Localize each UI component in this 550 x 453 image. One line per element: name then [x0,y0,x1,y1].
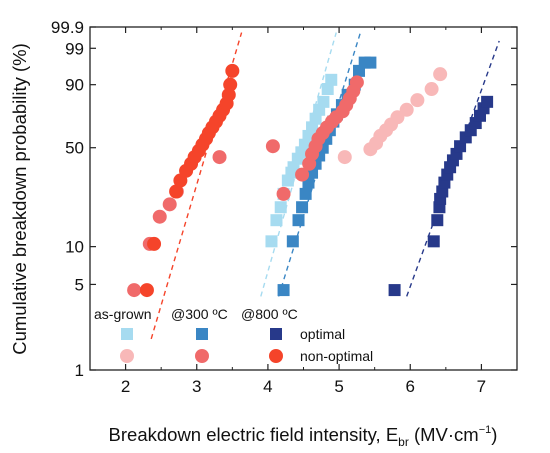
x-tick-label: 7 [477,377,486,396]
legend-marker-non-optimal-800 [269,349,283,363]
y-tick-label: 10 [65,238,84,257]
optimal-as-grown-point [321,83,334,96]
x-tick-label: 6 [406,377,415,396]
non-optimal-as-grown-point [424,82,439,97]
non-optimal-as-grown-point [337,150,352,165]
optimal-as-grown-point [265,235,278,248]
legend-label-non-optimal: non-optimal [300,348,373,364]
non-optimal-800-c-point [139,283,154,298]
legend-marker-non-optimal-300 [195,349,209,363]
non-optimal-800-c-point [169,184,184,199]
optimal-300-c-point [296,201,309,214]
non-optimal-as-grown-point [410,93,425,108]
optimal-300-c-point [277,284,290,297]
y-tick-label: 99 [65,39,84,58]
axes-layer: 2 3 4 5 6 7 1 5 10 50 90 99 99.9 [51,18,518,396]
y-tick-label: 50 [65,139,84,158]
non-optimal-300-c-point [127,283,142,298]
x-tick-label: 2 [121,377,130,396]
legend-marker-non-optimal-as-grown [120,349,134,363]
optimal-as-grown-point [270,214,283,227]
non-optimal-300-c-point [349,75,364,90]
optimal-800-c-point [481,95,494,108]
legend-marker-optimal-as-grown [121,328,133,340]
legend-header-as-grown: as-grown [94,306,152,322]
non-optimal-300-c-point [276,186,291,201]
optimal-as-grown-point [274,201,287,214]
x-tick-label: 4 [263,377,272,396]
non-optimal-as-grown-point [399,102,414,117]
optimal-800-c-point [431,214,444,227]
optimal-800-c-point [427,235,440,248]
non-optimal-300-c-point [152,209,167,224]
x-tick-label: 5 [334,377,343,396]
optimal-as-grown-point [306,121,319,134]
optimal-as-grown-point [317,95,330,108]
y-tick-label: 99.9 [51,18,84,37]
legend: as-grown @300 ºC @800 ºC optimal non-opt… [94,306,373,364]
non-optimal-800-c-point [223,77,238,92]
optimal-800-c-point [464,124,477,137]
legend-label-optimal: optimal [300,326,345,342]
y-tick-label: 5 [75,275,84,294]
optimal-300-c-point [364,56,377,69]
optimal-800-c-point [388,284,401,297]
optimal-300-c-point [299,187,312,200]
optimal-as-grown-point [325,73,338,86]
non-optimal-800-c-point [225,63,240,78]
optimal-300-c-point [292,214,305,227]
x-tick-label: 3 [192,377,201,396]
legend-header-300: @300 ºC [171,306,228,322]
y-axis-title: Cumulative breakdown probability (%) [9,43,30,355]
non-optimal-300-c-point [162,197,177,212]
y-tick-label: 1 [75,361,84,380]
non-optimal-300-c-point [295,167,310,182]
optimal-300-c-point [286,235,299,248]
non-optimal-as-grown-point [433,67,448,82]
legend-marker-optimal-300 [196,328,208,340]
data-points-layer [127,56,494,298]
non-optimal-300-c-point [265,139,280,154]
legend-marker-optimal-800 [270,328,282,340]
y-tick-label: 90 [65,76,84,95]
x-axis-title: Breakdown electric field intensity, Ebr … [109,424,498,449]
legend-header-800: @800 ºC [241,306,298,322]
non-optimal-300-c-point [212,150,227,165]
non-optimal-800-c-point [147,236,162,251]
